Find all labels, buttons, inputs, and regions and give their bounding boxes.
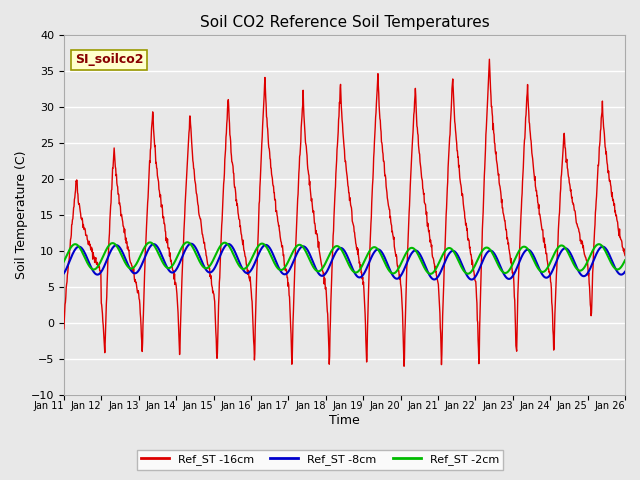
Ref_ST -8cm — [468, 276, 476, 282]
Ref_ST -16cm — [294, 196, 301, 202]
Ref_ST -8cm — [431, 276, 438, 282]
Ref_ST -2cm — [572, 265, 580, 271]
Text: SI_soilco2: SI_soilco2 — [75, 53, 143, 66]
Ref_ST -2cm — [294, 242, 302, 248]
Ref_ST -16cm — [524, 82, 531, 87]
Line: Ref_ST -16cm: Ref_ST -16cm — [64, 59, 625, 366]
Ref_ST -2cm — [431, 267, 439, 273]
Ref_ST -2cm — [524, 246, 531, 252]
Ref_ST -2cm — [184, 240, 191, 245]
Ref_ST -2cm — [60, 259, 68, 264]
Ref_ST -8cm — [621, 269, 629, 275]
Ref_ST -8cm — [524, 247, 531, 252]
Line: Ref_ST -2cm: Ref_ST -2cm — [64, 242, 625, 274]
Ref_ST -8cm — [572, 263, 580, 268]
Ref_ST -8cm — [187, 241, 195, 247]
Line: Ref_ST -8cm: Ref_ST -8cm — [64, 244, 625, 279]
Ref_ST -16cm — [486, 56, 493, 62]
Title: Soil CO2 Reference Soil Temperatures: Soil CO2 Reference Soil Temperatures — [200, 15, 490, 30]
Ref_ST -8cm — [184, 243, 191, 249]
Ref_ST -8cm — [294, 249, 302, 254]
Legend: Ref_ST -16cm, Ref_ST -8cm, Ref_ST -2cm: Ref_ST -16cm, Ref_ST -8cm, Ref_ST -2cm — [136, 450, 504, 469]
Ref_ST -2cm — [184, 240, 192, 245]
Ref_ST -16cm — [280, 257, 288, 263]
Ref_ST -2cm — [621, 257, 629, 263]
Ref_ST -16cm — [184, 151, 191, 157]
Ref_ST -2cm — [280, 265, 288, 271]
Ref_ST -16cm — [400, 363, 408, 369]
X-axis label: Time: Time — [329, 414, 360, 427]
Ref_ST -8cm — [60, 270, 68, 276]
Ref_ST -16cm — [572, 215, 580, 221]
Y-axis label: Soil Temperature (C): Soil Temperature (C) — [15, 151, 28, 279]
Ref_ST -2cm — [427, 271, 435, 277]
Ref_ST -16cm — [60, 326, 68, 332]
Ref_ST -8cm — [280, 271, 288, 277]
Ref_ST -16cm — [621, 252, 629, 258]
Ref_ST -16cm — [431, 267, 438, 273]
